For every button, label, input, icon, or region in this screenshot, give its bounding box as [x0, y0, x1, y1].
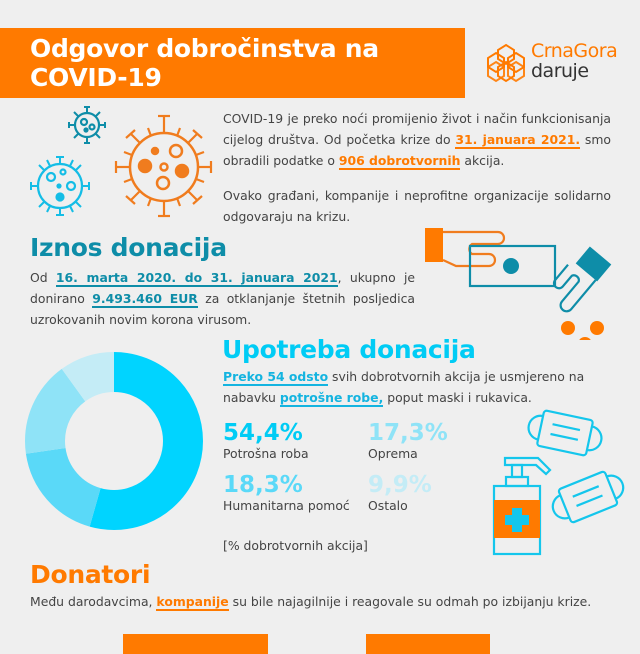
donors-text: su bile najagilnije i reagovale su odmah…: [228, 594, 592, 609]
highlight-count: 906 dobrotvornih: [338, 153, 461, 170]
stat-label: Humanitarna pomoć: [223, 498, 350, 513]
amount-text: za otklanjanje štetnih posljedica uzroko…: [30, 291, 415, 327]
unit-note: [% dobrotvornih akcija]: [223, 538, 368, 553]
highlight-period: 16. marta 2020. do 31. januara 2021: [55, 270, 338, 287]
intro-text: akcija.: [460, 153, 505, 168]
title-line-1: Odgovor dobročinstva na: [30, 34, 379, 63]
logo-text-daruje: daruje: [531, 60, 589, 82]
title-banner: [0, 28, 465, 98]
highlight-date: 31. januara 2021.: [455, 132, 581, 149]
hygiene-supplies-illustration: [492, 409, 625, 556]
donation-hands-illustration: [425, 228, 612, 340]
usage-text: poput maski i rukavica.: [383, 390, 532, 405]
stat-value: 9,9%: [368, 472, 432, 498]
virus-illustration: [30, 106, 213, 218]
title-line-2: COVID-19: [30, 63, 162, 92]
face-mask-icon: [551, 470, 625, 524]
hand-receiving-icon: [552, 264, 597, 313]
orange-virus-icon: [114, 114, 213, 218]
stat-label: Ostalo: [368, 498, 408, 513]
intro-text: smo obradili podatke o: [223, 132, 612, 168]
amount-text: Od: [30, 270, 56, 285]
donors-heading: Donatori: [30, 560, 151, 589]
coin-icon: [579, 337, 591, 340]
stat-value: 17,3%: [368, 420, 448, 446]
stat-ostalo: 9,9% Ostalo: [368, 472, 432, 513]
stat-label: Oprema: [368, 446, 418, 461]
hexagon-flower-logo-icon: [487, 43, 525, 83]
coin-icon: [561, 321, 575, 335]
donors-text: Među darodavcima,: [30, 594, 157, 609]
stat-value: 54,4%: [223, 420, 303, 446]
amount-heading: Iznos donacija: [30, 233, 227, 262]
highlight-total: 9.493.460 EUR: [92, 291, 198, 308]
usage-text: svih dobrotvornih akcija je usmjereno na…: [223, 369, 585, 405]
intro-paragraph: COVID-19 je preko noći promijenio život …: [223, 108, 611, 171]
intro-text: COVID-19 je preko noći promijenio život …: [223, 111, 611, 147]
face-mask-icon: [527, 409, 603, 457]
logo: CrnaGora daruje: [485, 40, 635, 86]
highlight-consumables: potrošne robe,: [279, 390, 384, 407]
banknote-icon: [468, 244, 557, 288]
stat-label: Potrošna roba: [223, 446, 309, 461]
stat-humanitarna-pomoc: 18,3% Humanitarna pomoć: [223, 472, 350, 513]
sleeve-teal: [575, 246, 612, 282]
intro-paragraph-2: Ovako građani, kompanije i neprofitne or…: [223, 185, 611, 227]
amount-text: , ukupno je donirano: [30, 270, 416, 306]
page-title: Odgovor dobročinstva na COVID-19: [30, 34, 460, 92]
highlight-companies: kompanije: [156, 594, 229, 611]
usage-paragraph: Preko 54 odsto svih dobrotvornih akcija …: [223, 366, 613, 408]
stat-potrosna-roba: 54,4% Potrošna roba: [223, 420, 309, 461]
donut-segment-oprema: [25, 352, 203, 530]
usage-donut-chart: [25, 352, 203, 530]
hand-giving-icon: [442, 230, 506, 268]
small-virus-icon: [68, 106, 106, 144]
medical-cross-icon: [505, 508, 529, 532]
donor-bar-2: [366, 634, 490, 654]
highlight-percent: Preko 54 odsto: [223, 369, 329, 386]
logo-text-crnagora: CrnaGora: [531, 40, 618, 62]
usage-heading: Upotreba donacija: [222, 335, 476, 364]
amount-paragraph: Od 16. marta 2020. do 31. januara 2021, …: [30, 267, 415, 330]
donut-segment-ostalo: [25, 352, 203, 530]
donors-paragraph: Među darodavcima, kompanije su bile naja…: [30, 591, 630, 612]
intro-text: Ovako građani, kompanije i neprofitne or…: [223, 188, 611, 224]
stat-oprema: 17,3% Oprema: [368, 420, 448, 461]
donor-bar-1: [123, 634, 268, 654]
cyan-virus-icon: [30, 156, 90, 216]
coin-icon: [590, 321, 604, 335]
sleeve-orange: [425, 228, 443, 262]
stat-value: 18,3%: [223, 472, 303, 498]
